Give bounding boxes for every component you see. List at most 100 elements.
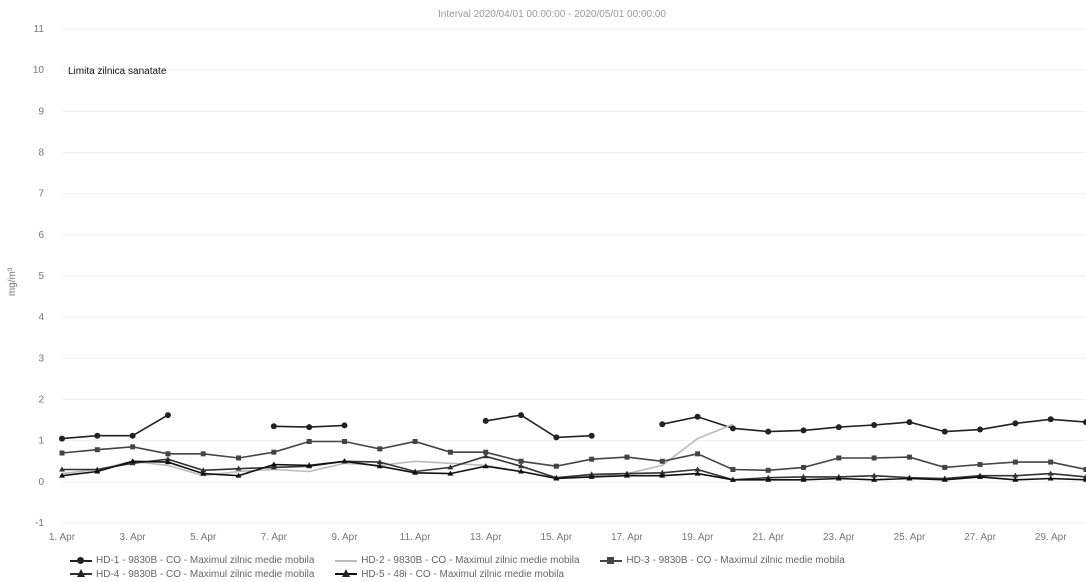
data-point (977, 427, 983, 433)
y-tick-label: -1 (35, 518, 44, 529)
data-point (942, 465, 947, 470)
data-point (695, 414, 701, 420)
plot-line-label: Limita zilnica sanatate (68, 66, 167, 77)
series-line (486, 415, 592, 437)
data-point (1012, 420, 1018, 426)
square-marker-icon (600, 556, 622, 566)
x-tick-label: 23. Apr (823, 532, 855, 543)
data-point (766, 468, 771, 473)
data-point (271, 450, 276, 455)
data-point (660, 459, 665, 464)
data-point (871, 422, 877, 428)
grid-lines (62, 29, 1086, 523)
data-point (589, 433, 595, 439)
series-line (62, 442, 1086, 471)
chart-title: Interval 2020/04/01 00:00:00 - 2020/05/0… (438, 9, 666, 20)
data-point (695, 451, 700, 456)
data-point (730, 467, 735, 472)
data-point (130, 433, 136, 439)
y-tick-label: 1 (38, 436, 44, 447)
data-point (448, 450, 453, 455)
data-point (801, 465, 806, 470)
data-point (942, 429, 948, 435)
legend-label-hd5: HD-5 - 48i - CO - Maximul zilnic medie m… (361, 569, 564, 580)
y-axis-label: mg/m³ (7, 267, 18, 296)
data-point (554, 464, 559, 469)
series-line (62, 456, 1086, 480)
y-tick-label: 2 (38, 395, 44, 406)
y-tick-label: 7 (38, 189, 44, 200)
legend-item-hd2[interactable]: HD-2 - 9830B - CO - Maximul zilnic medie… (335, 555, 579, 566)
data-point (730, 425, 736, 431)
x-tick-label: 5. Apr (190, 532, 217, 543)
legend-label-hd2: HD-2 - 9830B - CO - Maximul zilnic medie… (361, 555, 579, 566)
data-point (978, 462, 983, 467)
legend-label-hd1: HD-1 - 9830B - CO - Maximul zilnic medie… (96, 555, 314, 566)
data-point (659, 421, 665, 427)
y-tick-label: 10 (33, 65, 45, 76)
data-point (836, 455, 841, 460)
x-tick-label: 27. Apr (964, 532, 996, 543)
data-point (165, 412, 171, 418)
data-point (165, 451, 170, 456)
data-point (836, 424, 842, 430)
x-tick-label: 3. Apr (120, 532, 147, 543)
y-tick-label: 8 (38, 148, 44, 159)
data-point (519, 459, 524, 464)
line-marker-icon (335, 556, 357, 566)
data-point (377, 446, 382, 451)
data-point (130, 444, 135, 449)
x-tick-label: 17. Apr (611, 532, 643, 543)
y-tick-label: 6 (38, 230, 44, 241)
y-tick-label: 11 (34, 24, 45, 35)
legend: HD-1 - 9830B - CO - Maximul zilnic medie… (70, 555, 1070, 582)
data-point (95, 447, 100, 452)
y-tick-label: 5 (38, 271, 44, 282)
data-point (906, 419, 912, 425)
x-tick-label: 13. Apr (470, 532, 502, 543)
legend-item-hd1[interactable]: HD-1 - 9830B - CO - Maximul zilnic medie… (70, 555, 314, 566)
data-point (307, 439, 312, 444)
x-tick-label: 25. Apr (894, 532, 926, 543)
legend-item-hd4[interactable]: HD-4 - 9830B - CO - Maximul zilnic medie… (70, 569, 314, 580)
x-tick-label: 29. Apr (1035, 532, 1067, 543)
data-point (201, 451, 206, 456)
legend-item-hd3[interactable]: HD-3 - 9830B - CO - Maximul zilnic medie… (600, 555, 844, 566)
data-point (553, 434, 559, 440)
legend-label-hd4: HD-4 - 9830B - CO - Maximul zilnic medie… (96, 569, 314, 580)
data-point (342, 439, 347, 444)
series-layer (59, 412, 1086, 482)
series-line (62, 415, 168, 439)
x-tick-label: 21. Apr (752, 532, 784, 543)
x-tick-label: 1. Apr (49, 532, 76, 543)
series-1 (59, 412, 1086, 441)
data-point (1013, 460, 1018, 465)
data-point (236, 455, 241, 460)
y-tick-label: 4 (38, 312, 44, 323)
x-tick-label: 11. Apr (400, 532, 432, 543)
triangle-marker-icon (70, 569, 92, 579)
legend-item-hd5[interactable]: HD-5 - 48i - CO - Maximul zilnic medie m… (335, 569, 564, 580)
data-point (518, 412, 524, 418)
y-tick-label: 0 (38, 477, 44, 488)
data-point (801, 427, 807, 433)
legend-label-hd3: HD-3 - 9830B - CO - Maximul zilnic medie… (626, 555, 844, 566)
data-point (872, 455, 877, 460)
circle-marker-icon (70, 556, 92, 566)
data-point (59, 436, 65, 442)
triangle-marker-icon (335, 569, 357, 579)
x-axis-ticks: 1. Apr 3. Apr 5. Apr 7. Apr 9. Apr 11. Apr 13.… (49, 532, 1067, 543)
data-point (1048, 460, 1053, 465)
x-tick-label: 9. Apr (331, 532, 358, 543)
data-point (765, 429, 771, 435)
series-3 (60, 439, 1086, 473)
x-tick-label: 7. Apr (261, 532, 288, 543)
y-tick-label: 3 (38, 353, 44, 364)
data-point (94, 433, 100, 439)
data-point (589, 457, 594, 462)
data-point (341, 422, 347, 428)
x-tick-label: 19. Apr (682, 532, 714, 543)
data-point (413, 439, 418, 444)
